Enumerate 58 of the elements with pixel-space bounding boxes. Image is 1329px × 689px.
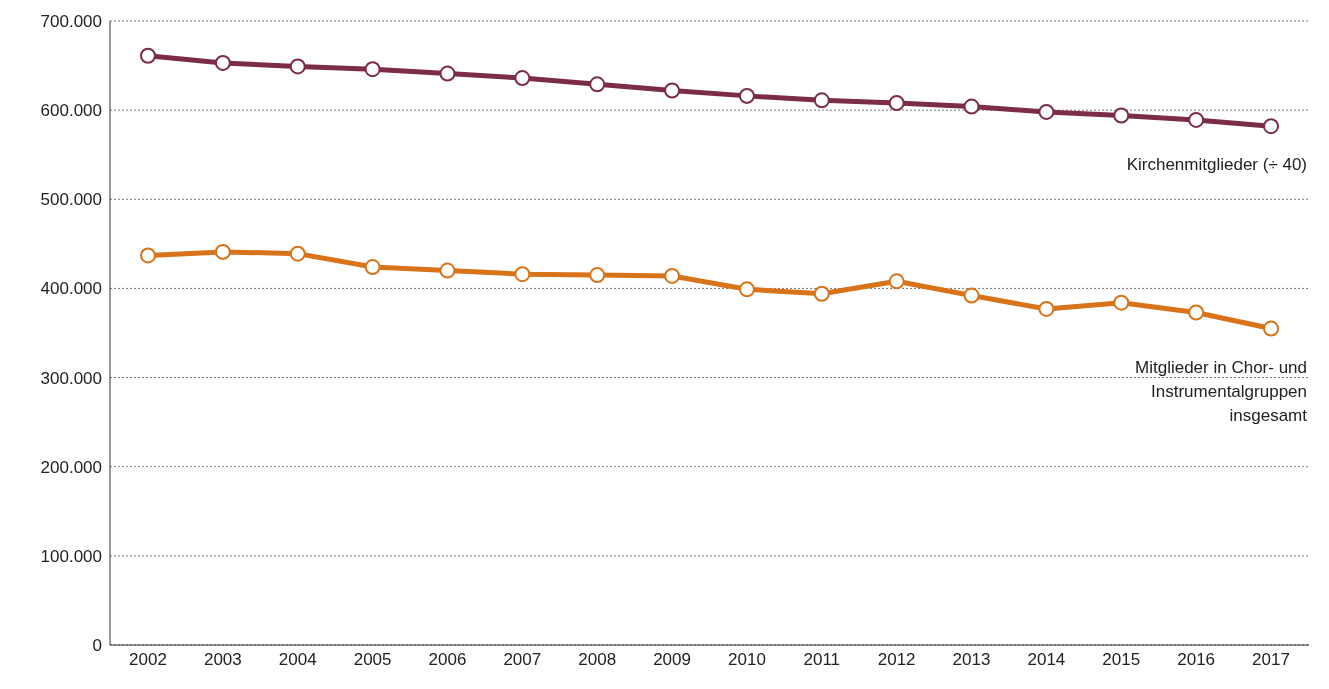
y-tick-label: 700.000 [40,12,102,32]
y-tick-label: 300.000 [40,368,102,388]
point [963,98,980,115]
point [289,245,306,262]
point [1263,118,1279,135]
point [888,273,905,290]
series-label: Kirchenmitglieder (÷ 40) [1126,155,1307,175]
y-tick-label: 600.000 [40,101,102,121]
point [664,82,681,99]
point [1038,103,1055,120]
x-tick-label: 2003 [203,650,242,670]
y-tick-label: 0 [92,636,102,656]
x-tick-label: 2013 [952,650,991,670]
point [1113,294,1130,311]
text: Mitglieder in Chor- und Instrumentalgruppen insgesamt [1135,357,1308,425]
y-tick-label: 100.000 [40,546,102,566]
x-tick-label: 2005 [353,650,392,670]
y-tick-label: 200.000 [40,457,102,477]
point [514,70,531,87]
point [963,287,980,304]
x-tick-label: 2009 [653,650,691,670]
point [888,95,905,112]
point [1188,304,1205,321]
point [738,87,755,104]
point [439,262,456,279]
point [364,61,381,78]
point [1038,300,1055,317]
point [1188,111,1205,128]
point [813,285,830,302]
x-tick-label: 2006 [428,650,467,670]
point [813,92,830,109]
point [1263,320,1279,337]
x-tick-label: 2010 [728,650,766,670]
x-tick-label: 2016 [1177,650,1216,670]
x-tick-label: 2004 [278,650,317,670]
point [140,47,156,64]
point [514,266,531,283]
point [214,54,231,71]
y-tick-label: 500.000 [40,190,102,210]
x-tick-label: 2011 [803,650,841,670]
point [1113,107,1130,124]
point [289,58,306,75]
point [364,259,381,276]
point [439,65,456,82]
x-tick-label: 2014 [1027,650,1066,670]
x-tick-label: 2007 [503,650,542,670]
x-tick-label: 2012 [877,650,916,670]
x-tick-label: 2015 [1102,650,1141,670]
point [589,76,606,93]
point [140,247,156,264]
point [214,243,231,260]
x-tick-label: 2017 [1252,650,1290,670]
point [589,267,606,284]
x-tick-label: 2008 [578,650,617,670]
x-tick-label: 2002 [129,650,167,670]
point [738,281,755,298]
y-tick-label: 400.000 [40,279,102,299]
point [664,267,681,284]
